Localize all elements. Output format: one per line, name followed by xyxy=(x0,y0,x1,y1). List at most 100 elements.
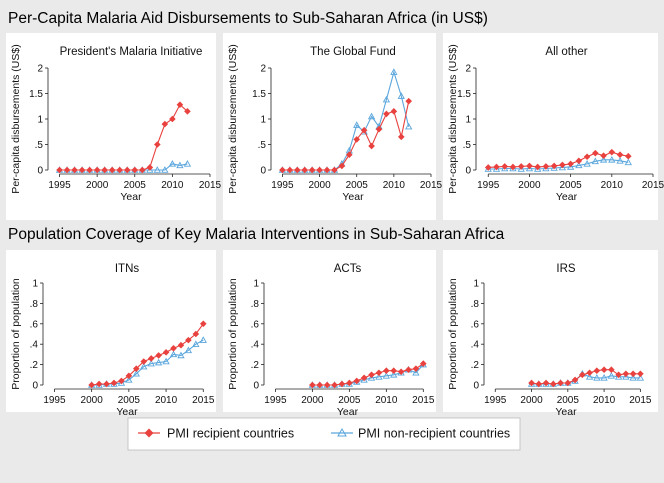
y-tick-label: 1 xyxy=(260,115,266,126)
data-point-nonrecipient xyxy=(367,374,376,381)
panel-background xyxy=(443,250,658,412)
data-point-nonrecipient xyxy=(397,92,405,99)
data-point-recipient xyxy=(309,381,316,389)
data-point-recipient xyxy=(155,352,162,359)
x-tick-label: 2000 xyxy=(86,180,109,191)
y-tick-label: .8 xyxy=(471,299,480,310)
x-tick-label: 2010 xyxy=(383,180,406,191)
data-point-recipient xyxy=(571,376,579,384)
data-point-nonrecipient xyxy=(177,351,185,359)
data-point-nonrecipient xyxy=(624,158,632,166)
x-tick-label: 2015 xyxy=(642,180,664,191)
data-point-recipient xyxy=(169,115,176,123)
data-point-recipient xyxy=(593,367,601,375)
data-point-recipient xyxy=(420,360,427,367)
data-point-nonrecipient xyxy=(132,369,140,377)
y-tick-label: 1 xyxy=(37,115,43,126)
y-tick-label: .6 xyxy=(471,319,480,330)
y-axis-title: Proportion of population xyxy=(227,278,239,390)
data-point-recipient xyxy=(550,162,558,170)
section-title-aid: Per-Capita Malaria Aid Disbursements to … xyxy=(8,10,488,27)
data-point-recipient xyxy=(583,153,591,161)
data-point-recipient xyxy=(542,379,550,387)
data-point-recipient xyxy=(542,163,550,170)
y-tick-label: .2 xyxy=(471,360,480,371)
data-point-recipient xyxy=(624,152,632,160)
data-point-nonrecipient xyxy=(184,346,193,354)
data-point-recipient xyxy=(140,358,148,365)
data-point-recipient xyxy=(535,380,543,388)
data-point-nonrecipient xyxy=(125,376,133,383)
y-tick-label: 1 xyxy=(465,115,471,126)
data-point-nonrecipient xyxy=(367,112,376,120)
plot-title: ITNs xyxy=(115,263,140,275)
y-tick-label: 1 xyxy=(32,279,38,290)
data-point-recipient xyxy=(383,367,390,375)
y-tick-label: 1.5 xyxy=(457,89,471,100)
chart-panel: The Global Fund 0 .5 1 1.5 2 1995 2000 2005 2010 2… xyxy=(223,33,443,220)
data-point-recipient xyxy=(331,381,338,389)
data-point-recipient xyxy=(177,341,185,349)
data-point-recipient xyxy=(622,370,630,378)
data-point-recipient xyxy=(534,163,541,171)
data-point-recipient xyxy=(86,166,93,174)
data-point-recipient xyxy=(360,126,368,134)
y-axis-title: Per-capita disbursements (US$) xyxy=(447,44,459,193)
data-point-recipient xyxy=(63,166,71,174)
y-axis-title: Per-capita disbursements (US$) xyxy=(10,44,22,193)
data-point-recipient xyxy=(405,366,412,373)
data-point-recipient xyxy=(133,365,140,372)
data-point-recipient xyxy=(616,151,624,158)
y-tick-label: .4 xyxy=(471,340,480,351)
y-tick-label: 1.5 xyxy=(252,89,266,100)
y-tick-label: .8 xyxy=(251,299,260,310)
y-tick-label: 2 xyxy=(260,64,266,75)
data-point-nonrecipient xyxy=(636,374,645,381)
data-point-recipient xyxy=(103,380,110,388)
data-point-recipient xyxy=(316,166,323,174)
data-point-nonrecipient xyxy=(608,155,616,163)
data-point-recipient xyxy=(170,344,177,352)
data-point-recipient xyxy=(125,372,133,380)
x-tick-label: 1995 xyxy=(48,180,71,191)
data-point-nonrecipient xyxy=(140,362,148,370)
data-point-nonrecipient xyxy=(154,358,163,366)
x-tick-label: 1995 xyxy=(477,180,500,191)
data-point-nonrecipient xyxy=(199,336,207,343)
x-tick-label: 2010 xyxy=(593,395,616,406)
x-tick-label: 2015 xyxy=(199,180,222,191)
data-point-nonrecipient xyxy=(375,373,383,380)
data-point-nonrecipient xyxy=(147,359,155,367)
x-axis-title: Year xyxy=(342,191,364,203)
data-point-recipient xyxy=(579,371,586,379)
data-point-nonrecipient xyxy=(146,166,154,173)
data-point-recipient xyxy=(308,166,316,174)
x-axis-title: Year xyxy=(556,191,578,203)
chart-panel: ACTs 0 .2 .4 .6 .8 1 1995 2000 2005 2010 2015 Year Pr… xyxy=(223,250,436,418)
data-point-recipient xyxy=(301,166,309,174)
data-point-nonrecipient xyxy=(382,95,391,103)
x-tick-label: 2005 xyxy=(338,395,361,406)
data-point-nonrecipient xyxy=(169,350,178,358)
x-tick-label: 2005 xyxy=(557,395,580,406)
data-point-recipient xyxy=(293,166,301,174)
data-point-nonrecipient xyxy=(517,165,525,172)
data-point-recipient xyxy=(192,330,200,338)
x-tick-label: 2010 xyxy=(161,180,184,191)
x-tick-label: 1995 xyxy=(264,395,287,406)
data-point-nonrecipient xyxy=(390,68,398,75)
data-point-recipient xyxy=(93,166,101,174)
x-axis-title: Year xyxy=(116,406,138,418)
data-point-recipient xyxy=(608,148,616,156)
data-point-recipient xyxy=(629,370,637,378)
data-point-recipient xyxy=(550,380,557,388)
data-point-recipient xyxy=(509,163,517,171)
data-point-recipient xyxy=(557,379,564,387)
data-point-recipient xyxy=(323,381,331,389)
y-tick-label: 0 xyxy=(465,166,471,177)
series-line-recipient xyxy=(91,323,204,386)
series-line-recipient xyxy=(312,363,424,386)
data-point-recipient xyxy=(108,166,116,174)
